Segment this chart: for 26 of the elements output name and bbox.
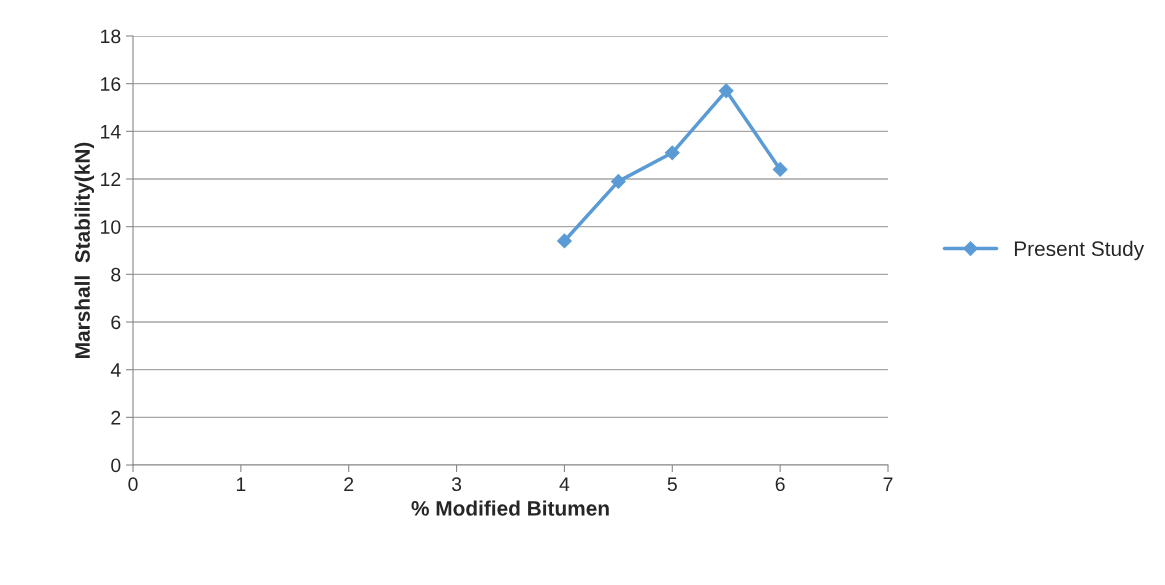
legend-label: Present Study [1014, 240, 1145, 261]
point [664, 145, 680, 161]
point [610, 173, 626, 189]
x-tick-label: 5 [667, 477, 677, 492]
x-tick-label: 6 [775, 477, 785, 492]
point [772, 162, 788, 177]
y-tick-label: 0 [111, 458, 121, 473]
y-tick-label: 8 [111, 267, 121, 282]
y-axis-title: Marshall Stability(kN) [74, 142, 95, 358]
y-tick-label: 18 [101, 29, 121, 44]
x-tick-label: 3 [451, 477, 462, 492]
y-tick-label: 16 [101, 77, 121, 91]
point [557, 233, 572, 249]
y-tick-label: 12 [101, 172, 121, 187]
y-tick-label: 2 [111, 410, 121, 425]
y-tick-label: 10 [101, 220, 121, 234]
x-tick-label: 4 [559, 477, 570, 491]
y-tick-label: 6 [111, 315, 121, 330]
y-tick-label: 14 [101, 125, 121, 139]
x-axis-title: % Modified Bitumen [411, 500, 609, 516]
x-tick-label: 1 [236, 477, 246, 491]
x-tick-label: 7 [883, 477, 893, 491]
x-tick-label: 2 [344, 477, 354, 491]
x-tick-label: 0 [128, 477, 138, 492]
point [718, 83, 734, 99]
y-tick-label: 4 [110, 363, 121, 377]
